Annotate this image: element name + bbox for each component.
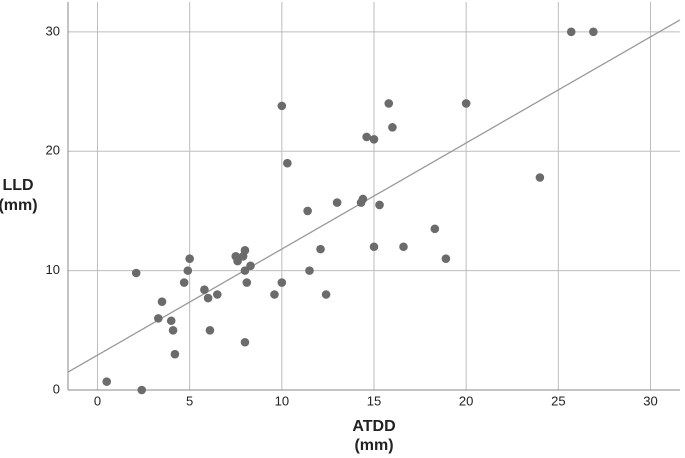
point [246, 261, 255, 271]
y-tick-label: 0 [53, 381, 60, 396]
point [157, 297, 167, 306]
point [399, 242, 408, 252]
y-tick-label: 20 [46, 143, 60, 158]
point [183, 266, 193, 275]
point [277, 278, 287, 287]
point [154, 314, 163, 323]
point [203, 293, 213, 303]
x-tick-label: 5 [186, 393, 193, 408]
point [170, 349, 180, 359]
point [166, 316, 176, 326]
point [213, 290, 222, 299]
point [332, 198, 342, 207]
x-tick-label: 20 [459, 393, 473, 408]
point [131, 268, 141, 278]
point [205, 326, 215, 335]
point [369, 242, 379, 252]
y-axis-label: LLD [2, 177, 33, 194]
point [535, 173, 545, 182]
point [200, 285, 209, 295]
point [270, 290, 279, 299]
point [316, 244, 325, 254]
point [102, 377, 112, 386]
x-axis-label: (mm) [354, 437, 393, 454]
y-tick-label: 10 [46, 262, 60, 277]
point [321, 290, 331, 299]
x-tick-label: 15 [367, 393, 381, 408]
point [375, 200, 384, 210]
point [283, 158, 292, 168]
point [303, 206, 312, 216]
point [185, 254, 194, 263]
point [384, 99, 394, 108]
point [566, 27, 576, 37]
point [388, 123, 397, 132]
point [168, 326, 178, 335]
point [240, 337, 250, 347]
x-tick-label: 25 [551, 393, 565, 408]
fit-line [67, 19, 681, 373]
point [441, 254, 451, 263]
x-axis-label: ATDD [352, 418, 395, 435]
point [589, 27, 598, 37]
point [362, 132, 371, 142]
point [305, 266, 314, 275]
y-axis-label: (mm) [0, 197, 38, 214]
point [179, 278, 189, 287]
point [430, 224, 440, 234]
point [358, 194, 368, 204]
x-tick-label: 30 [643, 393, 657, 408]
point [242, 278, 252, 287]
x-tick-label: 0 [94, 393, 101, 408]
point [369, 134, 379, 144]
x-tick-label: 10 [275, 393, 289, 408]
point [240, 246, 250, 255]
y-tick-label: 30 [46, 23, 60, 38]
point [277, 101, 287, 111]
point [461, 99, 471, 108]
point [137, 385, 147, 395]
